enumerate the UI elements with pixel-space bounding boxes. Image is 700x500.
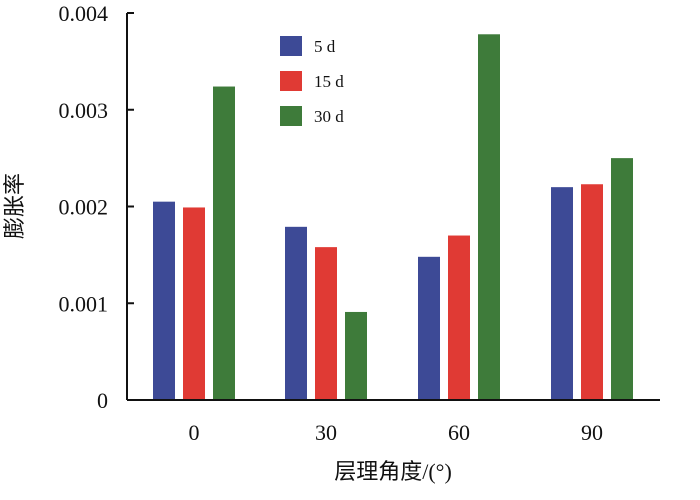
x-tick-label: 60	[448, 420, 470, 445]
legend-item: 30 d	[280, 106, 344, 126]
bar-15d-60	[448, 235, 470, 400]
x-axis-title: 层理角度/(°)	[334, 459, 452, 484]
legend-label: 15 d	[314, 72, 344, 91]
bar-30d-0	[213, 86, 235, 400]
legend-item: 5 d	[280, 36, 336, 56]
x-tick-label: 30	[315, 420, 337, 445]
legend-swatch	[280, 106, 302, 126]
legend-label: 30 d	[314, 107, 344, 126]
legend-label: 5 d	[314, 37, 336, 56]
x-tick-label: 0	[189, 420, 200, 445]
axes-group	[126, 13, 660, 401]
y-tick-label: 0.003	[59, 98, 109, 123]
bar-15d-90	[581, 184, 603, 400]
bar-5d-30	[285, 226, 307, 400]
y-axis-title: 膨胀率	[2, 173, 27, 239]
bar-30d-60	[478, 34, 500, 400]
bar-5d-90	[551, 187, 573, 400]
legend-swatch	[280, 71, 302, 91]
y-tick-label: 0.002	[59, 195, 109, 220]
bars-group	[153, 34, 633, 400]
legend: 5 d 15 d 30 d	[280, 36, 344, 126]
bar-30d-90	[611, 158, 633, 400]
bar-5d-0	[153, 201, 175, 400]
bar-15d-30	[315, 247, 337, 400]
bar-5d-60	[418, 256, 440, 400]
y-tick-label: 0.004	[59, 1, 109, 26]
ticks-group: 0 0.001 0.002 0.003 0.004 0 30 60 90	[59, 1, 604, 445]
y-tick-label: 0.001	[59, 291, 109, 316]
bar-15d-0	[183, 207, 205, 400]
legend-swatch	[280, 36, 302, 56]
legend-item: 15 d	[280, 71, 344, 91]
bar-30d-30	[345, 311, 367, 400]
y-tick-label: 0	[97, 388, 108, 413]
x-tick-label: 90	[581, 420, 603, 445]
